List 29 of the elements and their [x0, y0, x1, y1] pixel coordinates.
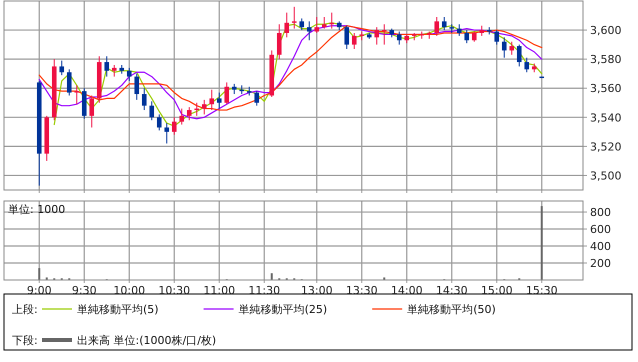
y-tick-label: 3,520 — [590, 140, 622, 154]
y-tick-label: 3,560 — [590, 82, 622, 96]
x-tick-label: 15:30 — [526, 284, 558, 297]
x-tick-label: 10:30 — [158, 284, 190, 297]
y-tick-label: 200 — [590, 257, 611, 270]
x-tick-label: 14:00 — [390, 284, 423, 297]
x-tick-label: 14:30 — [436, 284, 468, 297]
x-tick-label: 10:00 — [113, 284, 146, 297]
legend-label: 単純移動平均(5) — [77, 303, 159, 316]
y-tick-label: 3,600 — [590, 24, 622, 38]
x-tick-label: 13:30 — [346, 284, 378, 297]
x-tick-label: 13:00 — [300, 284, 333, 297]
annotation: 単位: 1000 — [8, 203, 66, 216]
legend-label: 単純移動平均(50) — [407, 303, 496, 316]
x-tick-label: 9:00 — [26, 284, 52, 297]
y-tick-label: 800 — [590, 206, 611, 220]
y-tick-label: 3,500 — [590, 169, 622, 182]
x-tick-label: 9:30 — [72, 284, 97, 297]
y-tick-label: 600 — [590, 223, 611, 236]
legend-title: 下段: — [12, 334, 38, 347]
y-tick-label: 3,580 — [590, 53, 622, 66]
x-tick-label: 11:30 — [248, 284, 280, 297]
legend-label: 出来高 単位:(1000株/口/枚) — [77, 334, 216, 347]
legend-label: 単純移動平均(25) — [238, 303, 328, 316]
legend-title: 上段: — [12, 303, 38, 316]
y-tick-label: 400 — [590, 240, 611, 254]
y-tick-label: 3,540 — [590, 111, 622, 124]
x-tick-label: 15:00 — [480, 284, 513, 297]
x-tick-label: 11:00 — [203, 284, 236, 297]
